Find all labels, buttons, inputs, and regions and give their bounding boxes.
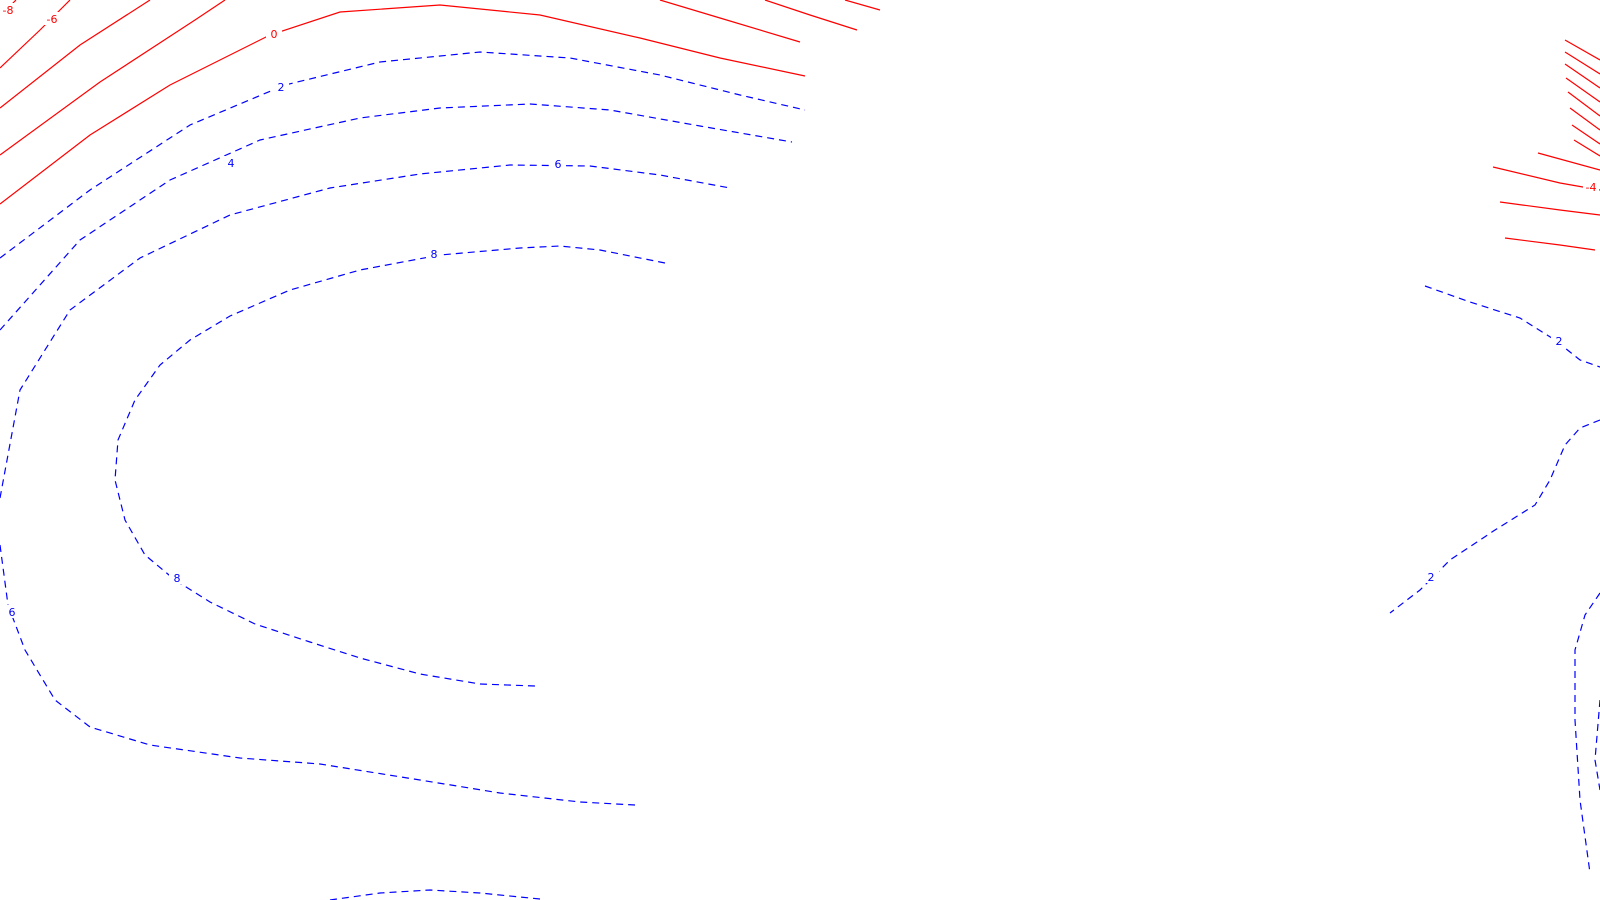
contour-line-neg-g — [764, 0, 858, 31]
contour-line-neg-r3 — [1504, 237, 1596, 251]
contour-line-pos-r4 — [1594, 699, 1600, 791]
contour-line-neg-r7 — [1564, 63, 1600, 89]
contour-line-neg-r10 — [1569, 107, 1600, 131]
contour-label-bg — [4, 605, 20, 618]
contour-label-left-6: 8 — [431, 248, 438, 261]
contour-line-pos-b — [0, 103, 793, 331]
contour-line-neg-e — [0, 4, 806, 205]
contour-line-pos-e — [0, 544, 636, 806]
contour-line-neg-b — [0, 0, 71, 69]
contour-line-pos-c — [0, 164, 731, 499]
contour-line-neg-r4 — [1537, 152, 1600, 171]
contour-label-right-10: 2 — [1556, 335, 1563, 348]
contour-line-neg-c — [0, 0, 151, 109]
contour-label-left-0: -8 — [3, 4, 14, 17]
contour-label-left-1: -6 — [47, 13, 58, 26]
contour-line-neg-f — [659, 0, 801, 43]
contour-label-bg — [1551, 334, 1567, 347]
contour-label-left-2: 0 — [271, 28, 278, 41]
contour-labels: -8 -6 0 2 4 6 8 8 6 -4 2 2 — [0, 3, 1599, 619]
contour-label-bg — [169, 571, 185, 584]
contour-label-bg — [223, 156, 239, 169]
contour-line-neg-d — [0, 0, 226, 156]
contour-label-bg — [273, 80, 289, 93]
contour-line-pos-a — [0, 51, 806, 259]
contour-label-bg — [426, 247, 442, 260]
contour-label-left-3: 2 — [278, 81, 285, 94]
contour-label-bg — [1583, 180, 1599, 193]
contour-line-pos-d — [114, 245, 666, 687]
contour-label-bg — [266, 27, 282, 40]
contour-label-right-11: 2 — [1428, 571, 1435, 584]
contour-line-neg-r11 — [1571, 124, 1600, 145]
contour-line-pos-f — [329, 889, 541, 900]
contour-line-pos-r3 — [1574, 592, 1600, 874]
contour-line-neg-r2 — [1499, 201, 1600, 216]
contour-line-pos-r2 — [1389, 419, 1600, 614]
contour-label-left-5: 6 — [555, 158, 562, 171]
contour-line-pos-r1 — [1424, 285, 1600, 368]
contour-label-bg — [0, 3, 16, 16]
contour-line-neg-r9 — [1567, 91, 1600, 117]
contour-label-bg — [1423, 570, 1439, 583]
contour-line-neg-r8 — [1565, 77, 1600, 103]
contour-label-bg — [44, 12, 60, 25]
contour-line-neg-r5 — [1564, 39, 1600, 61]
contour-label-bg — [550, 157, 566, 170]
contour-line-neg-r12 — [1573, 139, 1600, 157]
contour-label-right-9: -4 — [1586, 181, 1597, 194]
contour-label-left-8: 6 — [9, 606, 16, 619]
contour-line-neg-h — [844, 0, 881, 11]
contour-line-neg-r6 — [1564, 51, 1600, 75]
contour-label-left-4: 4 — [228, 157, 235, 170]
contour-label-left-7: 8 — [174, 572, 181, 585]
